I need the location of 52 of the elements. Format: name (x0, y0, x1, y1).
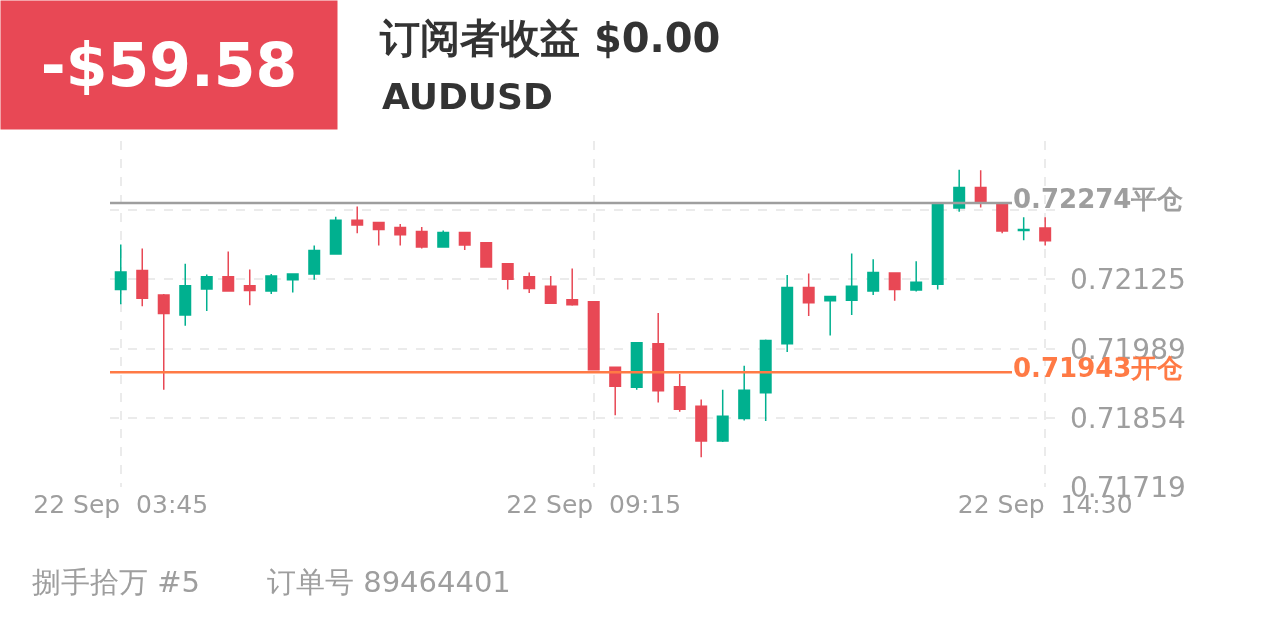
candlestick (781, 274, 794, 353)
candlestick (265, 273, 278, 295)
candlestick (351, 205, 364, 234)
candlestick (286, 272, 299, 294)
candlestick (480, 242, 493, 268)
text: -$59.58 (40, 30, 298, 100)
candlestick (544, 275, 557, 304)
chart-title: 订阅者收益 $0.00 (379, 15, 721, 61)
candlestick (243, 268, 256, 307)
candlestick (888, 272, 901, 302)
candlestick (673, 373, 686, 413)
candlestick (738, 364, 751, 422)
candlestick (157, 293, 170, 391)
candlestick (587, 300, 600, 371)
candlestick (630, 341, 643, 391)
candlestick (179, 263, 192, 327)
candlestick (802, 272, 815, 317)
candlestick (394, 223, 407, 247)
candlestick (501, 263, 514, 291)
candlestick (953, 168, 966, 213)
y-tick-label: 0.71854 (1070, 401, 1186, 435)
candlestick (824, 295, 837, 337)
candlestick (759, 338, 772, 422)
candlestick (996, 203, 1009, 234)
chart-subtitle: AUDUSD (382, 76, 553, 117)
candlestick (114, 243, 127, 306)
candlestick (222, 250, 235, 292)
y-tick-label: 0.72125 (1070, 263, 1186, 296)
candlestick (458, 231, 471, 251)
x-tick-label: 22 Sep 03:45 (33, 490, 209, 519)
text: 捌手拾万 #5 (32, 565, 200, 599)
candlestick (566, 267, 579, 307)
candlestick (200, 273, 213, 312)
candlestick (931, 203, 944, 291)
candlestick (415, 226, 428, 250)
candlestick (437, 229, 450, 248)
candlestick (910, 260, 923, 293)
candlestick (716, 389, 729, 443)
candlestick (372, 221, 385, 247)
candlestick (136, 247, 149, 308)
candlestick (1039, 216, 1052, 247)
ref-line-label: 0.72274平仓 (1013, 184, 1184, 214)
candlestick (845, 252, 858, 316)
candlestick (695, 398, 708, 459)
x-tick-label: 22 Sep 09:15 (506, 490, 682, 519)
candlestick (329, 216, 342, 255)
text: 订单号 89464401 (267, 565, 511, 599)
candlestick (523, 271, 536, 294)
candlestick (974, 169, 987, 209)
candlestick (867, 258, 880, 296)
candlestick (308, 244, 321, 281)
candlestick (652, 312, 665, 404)
